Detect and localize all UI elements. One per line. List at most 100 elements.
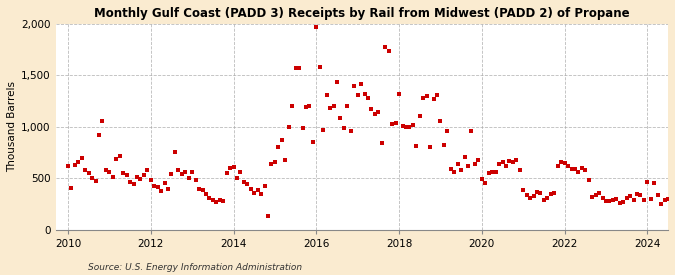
Point (122, 173, 132, 177)
Point (504, 159, 515, 163)
Point (73, 160, 84, 164)
Point (535, 191, 546, 195)
Point (497, 160, 508, 164)
Point (215, 198, 225, 202)
Point (97, 119, 108, 123)
Point (80, 168, 90, 172)
Point (290, 66, 301, 70)
Point (390, 120, 401, 125)
Point (435, 119, 446, 123)
Point (552, 164, 563, 168)
Point (480, 181, 491, 186)
Point (246, 186, 256, 191)
Point (138, 173, 149, 177)
Point (490, 170, 501, 174)
Point (263, 214, 273, 219)
Point (300, 105, 311, 109)
Point (242, 182, 252, 187)
Point (439, 143, 450, 148)
Point (362, 96, 373, 100)
Point (597, 196, 608, 200)
Point (659, 198, 670, 202)
Point (652, 192, 663, 197)
Point (473, 158, 484, 162)
Point (518, 188, 529, 192)
Point (632, 192, 643, 196)
Point (452, 162, 463, 166)
Point (608, 198, 618, 202)
Point (187, 170, 198, 174)
Point (446, 167, 456, 171)
Point (287, 104, 298, 108)
Point (545, 192, 556, 196)
Point (400, 125, 411, 129)
Point (107, 175, 118, 180)
Point (563, 164, 574, 168)
Point (104, 170, 115, 174)
Point (514, 168, 525, 172)
Point (277, 138, 288, 142)
Point (618, 200, 628, 204)
Point (83, 171, 94, 175)
Point (335, 116, 346, 120)
Point (639, 198, 649, 202)
Point (549, 191, 560, 195)
Point (594, 191, 605, 195)
Point (394, 92, 404, 96)
Point (373, 110, 384, 115)
Point (408, 123, 418, 127)
Point (90, 179, 101, 184)
Point (411, 144, 422, 148)
Point (397, 123, 408, 128)
Point (117, 171, 128, 175)
Point (304, 104, 315, 108)
Point (614, 201, 625, 205)
Point (311, 25, 322, 29)
Point (180, 170, 190, 174)
Point (645, 197, 656, 201)
Point (425, 145, 435, 150)
Point (356, 81, 367, 86)
Point (169, 149, 180, 154)
Point (135, 177, 146, 182)
Point (207, 198, 218, 202)
Point (404, 125, 415, 129)
Point (204, 196, 215, 200)
Point (269, 160, 280, 164)
Point (428, 97, 439, 101)
Point (666, 195, 675, 199)
Point (511, 158, 522, 162)
Point (587, 195, 597, 199)
Point (621, 196, 632, 200)
Point (218, 199, 229, 203)
Point (521, 192, 532, 197)
Point (459, 155, 470, 159)
Y-axis label: Thousand Barrels: Thousand Barrels (7, 81, 17, 172)
Point (321, 93, 332, 97)
Point (628, 198, 639, 202)
Point (449, 170, 460, 174)
Point (421, 94, 432, 98)
Point (148, 183, 159, 188)
Point (132, 175, 142, 180)
Point (418, 96, 429, 100)
Point (580, 168, 591, 172)
Point (387, 122, 398, 126)
Point (315, 65, 325, 69)
Point (477, 177, 487, 182)
Point (266, 162, 277, 166)
Point (235, 170, 246, 174)
Point (524, 196, 535, 200)
Point (184, 176, 194, 180)
Point (673, 210, 675, 214)
Point (328, 104, 339, 108)
Point (259, 183, 270, 188)
Point (225, 166, 236, 170)
Point (570, 167, 580, 171)
Point (487, 170, 497, 174)
Point (221, 171, 232, 175)
Point (604, 199, 615, 203)
Point (280, 158, 291, 162)
Point (197, 188, 208, 192)
Point (228, 165, 239, 169)
